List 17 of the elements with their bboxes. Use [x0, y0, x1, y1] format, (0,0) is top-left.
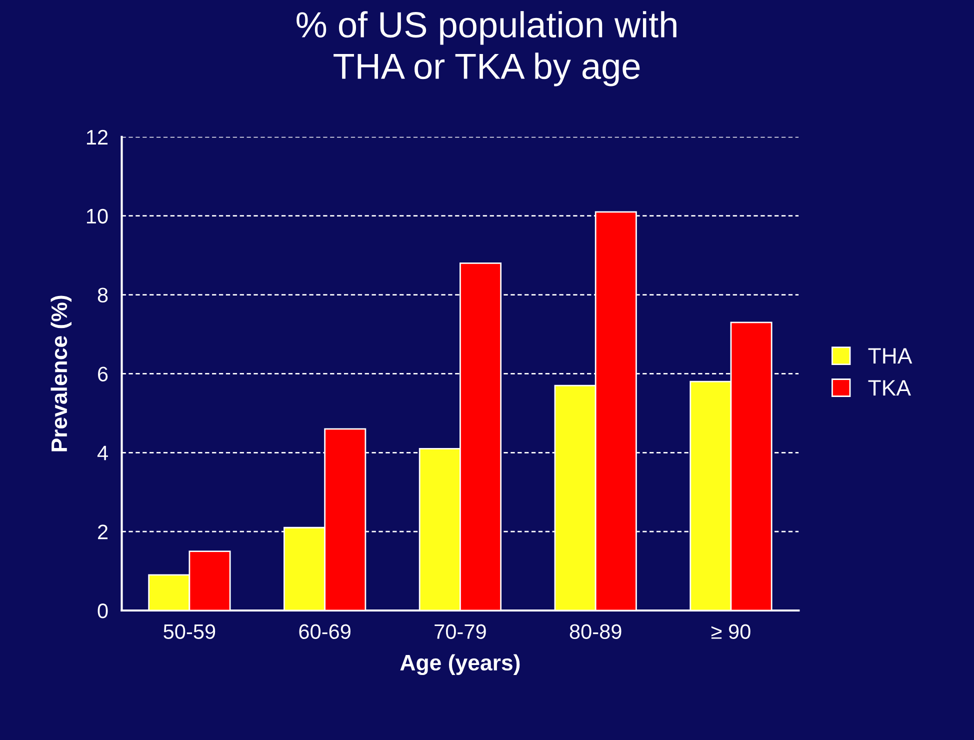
y-tick-label: 2 [98, 524, 108, 540]
y-tick-label: 0 [98, 604, 108, 618]
x-tick-label: 80-89 [570, 624, 622, 639]
y-tick-label: 6 [98, 366, 108, 382]
y-tick-label: 8 [98, 288, 108, 303]
y-tick-label: 10 [86, 208, 108, 224]
legend-label: TKA [868, 380, 911, 396]
x-tick-label: 70-79 [434, 624, 486, 639]
legend-label: THA [868, 348, 912, 364]
x-tick-label: 60-69 [299, 624, 350, 639]
x-tick-label: ≥ 90 [711, 624, 750, 639]
x-axis-title: Age (years) [400, 654, 520, 676]
y-axis-title: Prevalence (%) [50, 296, 72, 452]
y-tick-label: 4 [97, 446, 108, 460]
y-tick-label: 12 [86, 130, 108, 144]
chart-title: % of US population with THA or TKA by age [296, 11, 676, 86]
x-tick-label: 50-59 [164, 624, 216, 639]
